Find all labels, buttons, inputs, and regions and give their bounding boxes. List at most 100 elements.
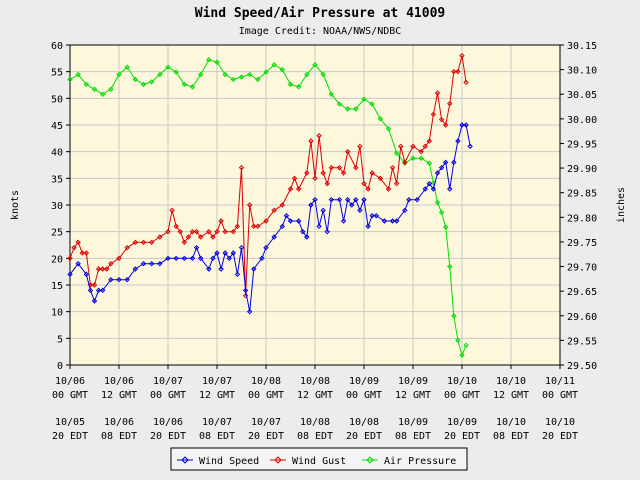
air-pressure-point: [148, 79, 155, 85]
air-pressure-point: [295, 84, 302, 90]
wind-gust-point: [426, 138, 433, 144]
wind-gust-point: [402, 159, 408, 166]
air-pressure-point: [108, 86, 114, 93]
wind-speed-point: [422, 186, 428, 192]
air-pressure-point: [75, 71, 81, 78]
wind-gust-point: [279, 202, 286, 208]
chart-subtitle: Image Credit: NOAA/NWS/NDBC: [239, 26, 402, 37]
wind-gust-point: [222, 228, 228, 235]
wind-gust-point: [197, 234, 204, 240]
wind-speed-point: [304, 234, 310, 240]
wind-speed-point: [67, 271, 73, 278]
wind-gust-point: [271, 207, 277, 214]
wind-speed-point: [165, 255, 171, 262]
x-tick-gmt-hour: 12 GMT: [493, 390, 529, 401]
wind-speed-point: [336, 196, 343, 203]
air-pressure-point: [344, 106, 351, 112]
wind-speed-point: [300, 228, 306, 235]
wind-gust-point: [398, 143, 404, 150]
wind-speed-point: [99, 287, 106, 294]
y-tick-label: 45: [51, 121, 63, 132]
x-tick-gmt-date: 10/08: [300, 376, 330, 387]
wind-speed-point: [430, 186, 437, 192]
wind-gust-point: [157, 234, 163, 240]
wind-speed-point: [132, 266, 139, 272]
wind-gust-point: [79, 250, 85, 256]
wind-gust-point: [357, 143, 363, 150]
wind-speed-point: [308, 202, 314, 208]
wind-gust-point: [140, 239, 147, 246]
y2-tick-label: 29.75: [567, 238, 597, 249]
air-pressure-point: [238, 74, 245, 80]
air-pressure-point: [116, 71, 122, 78]
x-tick-gmt-date: 10/07: [202, 376, 232, 387]
wind-gust-point: [430, 111, 437, 118]
air-pressure-point: [279, 66, 286, 73]
wind-speed-point: [83, 271, 90, 278]
wind-gust-point: [344, 148, 351, 155]
wind-gust-point: [67, 255, 73, 262]
wind-gust-point: [365, 186, 371, 192]
wind-gust-point: [340, 170, 347, 176]
wind-speed-point: [210, 255, 216, 262]
air-pressure-point: [451, 313, 457, 319]
y2-tick-label: 29.70: [567, 263, 597, 274]
y-tick-label: 20: [51, 254, 63, 265]
wind-speed-point: [218, 266, 224, 272]
wind-gust-point: [104, 266, 110, 272]
wind-gust-point: [328, 164, 335, 171]
air-pressure-point: [189, 84, 196, 90]
wind-gust-point: [263, 218, 269, 224]
wind-speed-point: [87, 287, 94, 294]
y2-tick-label: 29.60: [567, 312, 597, 323]
air-pressure-point: [140, 81, 147, 88]
wind-gust-point: [95, 266, 102, 272]
wind-speed-point: [365, 223, 371, 230]
wind-gust-point: [324, 180, 330, 187]
chart-title: Wind Speed/Air Pressure at 41009: [195, 6, 445, 21]
grid-lines: [69, 44, 561, 366]
wind-speed-point: [406, 196, 412, 203]
wind-gust-point: [447, 100, 453, 107]
right-axis-ticks: 29.50 29.55 29.60 29.65 29.70 29.75 29.80 29.85…: [560, 41, 597, 372]
wind-gust-point: [206, 228, 212, 235]
wind-gust-point: [442, 122, 449, 128]
air-pressure-point: [83, 81, 90, 88]
wind-speed-point: [438, 164, 445, 171]
air-pressure-point: [91, 86, 98, 93]
wind-gust-point: [451, 68, 457, 75]
wind-speed-point: [402, 207, 408, 214]
wind-speed-point: [459, 122, 465, 128]
wind-speed-point: [455, 138, 461, 144]
x-tick-edt-date: 10/08: [300, 417, 330, 428]
legend: Wind Speed Wind Gust Air Pressure: [170, 447, 468, 471]
y2-tick-label: 29.65: [567, 287, 597, 298]
y-tick-label: 10: [51, 308, 63, 319]
x-tick-gmt-hour: 12 GMT: [297, 390, 333, 401]
wind-gust-point: [459, 52, 465, 59]
wind-speed-point: [251, 266, 257, 272]
wind-gust-point: [438, 116, 445, 123]
air-pressure-point: [124, 64, 130, 70]
wind-speed-point: [242, 287, 249, 294]
series-layer: [67, 52, 473, 358]
wind-gust-point: [255, 223, 261, 230]
y2-tick-label: 29.90: [567, 164, 597, 175]
wind-speed-point: [434, 170, 441, 176]
x-tick-gmt-date: 10/06: [55, 376, 85, 387]
air-pressure-point: [222, 71, 228, 78]
wind-speed-point: [173, 255, 179, 262]
wind-speed-line: [69, 124, 471, 312]
wind-gust-point: [189, 228, 196, 235]
y-tick-label: 0: [57, 361, 63, 372]
legend-items: Wind Speed Wind Gust Air Pressure: [177, 456, 456, 467]
x-axis-ticks: 10/06 00 GMT 10/05 20 EDT 10/06 12 GMT 10/06 08…: [52, 365, 578, 442]
y-tick-label: 5: [57, 334, 63, 345]
wind-speed-point: [312, 196, 318, 203]
y-tick-label: 25: [51, 228, 63, 239]
y-tick-label: 15: [51, 281, 63, 292]
x-tick-gmt-date: 10/06: [104, 376, 134, 387]
x-tick-edt-hour: 08 EDT: [199, 431, 235, 442]
air-pressure-point: [385, 125, 392, 132]
wind-gust-point: [214, 228, 220, 235]
